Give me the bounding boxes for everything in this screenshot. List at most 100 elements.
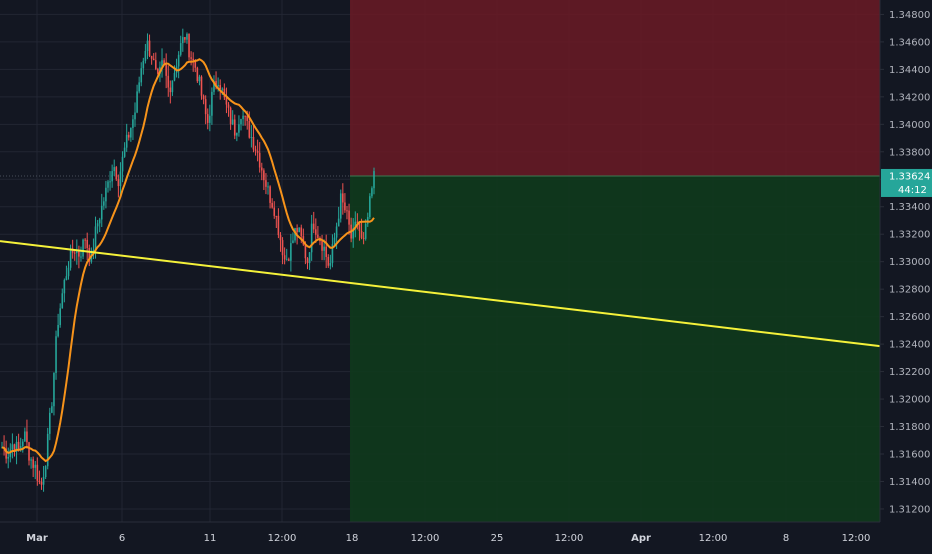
candle-body [157,68,159,74]
candle-body [337,218,340,227]
candle-body [169,87,172,93]
candle-body [244,115,246,117]
candle-body [323,246,325,251]
candle-body [356,221,359,223]
candle-body [46,433,49,467]
price-tick-label: 1.31400 [889,477,930,488]
candle-body [188,33,190,58]
last-price-label: 1.33624 [889,171,930,182]
candle-body [184,37,186,40]
candle-body [204,99,207,115]
candle-body [134,112,136,120]
price-tick-label: 1.32200 [889,367,930,378]
candle-body [69,248,72,268]
candle-body [308,252,311,264]
time-tick-label: Mar [26,533,48,544]
price-tick-label: 1.34000 [889,120,930,131]
price-tick-label: 1.34400 [889,65,930,76]
price-tick-label: 1.33000 [889,257,930,268]
price-tick-label: 1.33200 [889,230,930,241]
candle-body [206,114,209,123]
time-tick-label: 12:00 [411,533,440,544]
price-tick-label: 1.31800 [889,422,930,433]
candle-body [344,202,346,211]
candle-body [32,459,34,468]
candle-body [331,244,334,264]
candle-body [258,152,261,168]
candle-body [352,228,355,239]
candle-body [269,186,271,203]
candle-body [42,476,45,485]
candle-body [283,255,286,260]
candle-body [55,336,57,373]
candle-body [369,196,371,218]
candle-body [167,75,170,88]
candle-body [82,239,84,257]
price-axis-bg [880,0,932,550]
candle-body [242,115,244,120]
candle-body [107,181,109,188]
candle-body [260,167,263,171]
trendline[interactable] [0,240,881,348]
candle-body [19,446,22,450]
candle-body [317,234,319,238]
candle-body [221,88,224,90]
moving-average-line [1,58,375,463]
candle-body [34,464,37,468]
candle-body [294,228,296,241]
candle-body [236,132,238,136]
candle-body [53,372,55,407]
price-tick-label: 1.31200 [889,504,930,515]
candle-body [321,241,323,251]
trendline-line[interactable] [0,240,881,348]
moving-average [1,58,375,463]
candle-body [267,186,269,188]
candle-body [304,244,307,259]
candle-body [92,249,95,252]
candle-body [327,257,330,266]
candle-body [123,147,126,157]
price-tick-label: 1.34800 [889,10,930,21]
candle-body [194,60,197,68]
candle-body [44,466,47,477]
candle-body [298,227,300,233]
candle-body [240,119,242,125]
price-tick-label: 1.33800 [889,147,930,158]
candle-body [121,156,124,172]
candle-body [76,250,78,254]
candle-body [233,119,236,136]
candle-body [15,441,18,452]
candle-body [63,280,66,294]
candle-body [263,170,265,181]
candle-body [362,237,365,239]
candle-body [109,181,111,183]
candle-body [252,137,255,150]
candle-body [238,124,240,133]
candle-body [88,247,91,262]
candle-body [325,246,328,258]
candle-body [132,119,134,128]
candles [1,28,375,492]
price-tick-label: 1.34200 [889,92,930,103]
candle-body [211,91,213,116]
candle-body [248,120,251,138]
candle-body [113,167,116,172]
candle-body [366,217,369,224]
candle-body [17,441,20,450]
candle-body [21,441,24,447]
candle-body [130,127,132,138]
candle-body [371,188,373,197]
candle-body [354,221,357,229]
candle-body [213,80,215,92]
candle-body [148,40,151,56]
candle-body [146,40,149,51]
candle-body [36,464,39,481]
candle-body [38,480,41,482]
candle-body [285,259,288,261]
candle-body [373,171,375,189]
candle-body [125,134,128,148]
position-zones [0,0,880,523]
